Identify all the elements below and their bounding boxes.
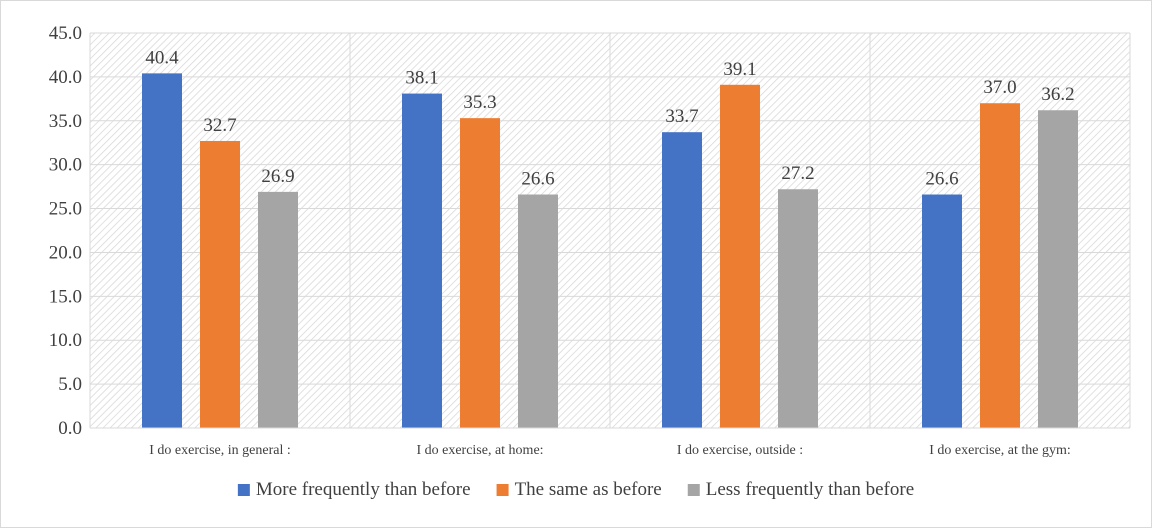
data-label: 26.6 bbox=[521, 169, 554, 190]
data-label: 40.4 bbox=[145, 47, 179, 68]
y-tick-label: 20.0 bbox=[49, 242, 82, 263]
data-label: 37.0 bbox=[983, 77, 1016, 98]
x-tick-label: I do exercise, in general : bbox=[149, 443, 291, 458]
bar bbox=[720, 84, 760, 429]
bar bbox=[778, 189, 818, 428]
y-tick-label: 30.0 bbox=[49, 155, 82, 176]
legend-label: The same as before bbox=[515, 479, 662, 500]
data-label: 27.2 bbox=[781, 163, 814, 184]
y-tick-label: 15.0 bbox=[49, 286, 82, 307]
x-axis: I do exercise, in general : I do exercise… bbox=[90, 427, 1130, 458]
y-axis: 0.0 5.0 10.0 15.0 20.0 25.0 30.0 35.0 40.0 45.0 bbox=[49, 23, 82, 439]
bar bbox=[980, 103, 1020, 428]
x-tick-label: I do exercise, outside : bbox=[677, 443, 803, 458]
bar bbox=[200, 140, 240, 428]
bar bbox=[922, 194, 962, 428]
legend-swatch bbox=[687, 484, 700, 496]
x-tick-label: I do exercise, at the gym: bbox=[929, 443, 1071, 458]
bar bbox=[258, 191, 298, 428]
bar bbox=[142, 73, 182, 428]
data-label: 32.7 bbox=[203, 115, 236, 136]
y-tick-label: 40.0 bbox=[49, 67, 82, 88]
bar bbox=[518, 194, 558, 428]
bar bbox=[402, 93, 442, 429]
legend-item: More frequently than before bbox=[237, 479, 471, 500]
y-tick-label: 35.0 bbox=[49, 111, 82, 132]
y-tick-label: 5.0 bbox=[58, 374, 82, 395]
y-tick-label: 10.0 bbox=[49, 330, 82, 351]
data-label: 26.9 bbox=[261, 166, 294, 187]
legend-label: More frequently than before bbox=[256, 479, 471, 500]
data-label: 33.7 bbox=[665, 106, 698, 127]
data-label: 39.1 bbox=[723, 59, 756, 80]
y-tick-label: 0.0 bbox=[58, 418, 82, 439]
data-label: 38.1 bbox=[405, 68, 438, 89]
data-label: 36.2 bbox=[1041, 84, 1074, 105]
bars bbox=[142, 73, 1078, 429]
data-label: 26.6 bbox=[925, 169, 958, 190]
legend: More frequently than before The same as b… bbox=[237, 479, 914, 500]
bar bbox=[662, 132, 702, 428]
data-labels: 40.4 32.7 26.9 38.1 35.3 26.6 33.7 39.1 27.2 26.6… bbox=[145, 47, 1074, 189]
y-tick-label: 45.0 bbox=[49, 23, 82, 44]
y-tick-label: 25.0 bbox=[49, 199, 82, 220]
legend-swatch bbox=[496, 484, 509, 496]
bar bbox=[1038, 110, 1078, 428]
legend-swatch bbox=[237, 484, 250, 496]
x-tick-label: I do exercise, at home: bbox=[416, 443, 543, 458]
legend-item: The same as before bbox=[496, 479, 662, 500]
legend-label: Less frequently than before bbox=[706, 479, 914, 500]
legend-item: Less frequently than before bbox=[687, 479, 914, 500]
bar bbox=[460, 118, 500, 429]
data-label: 35.3 bbox=[463, 92, 496, 113]
